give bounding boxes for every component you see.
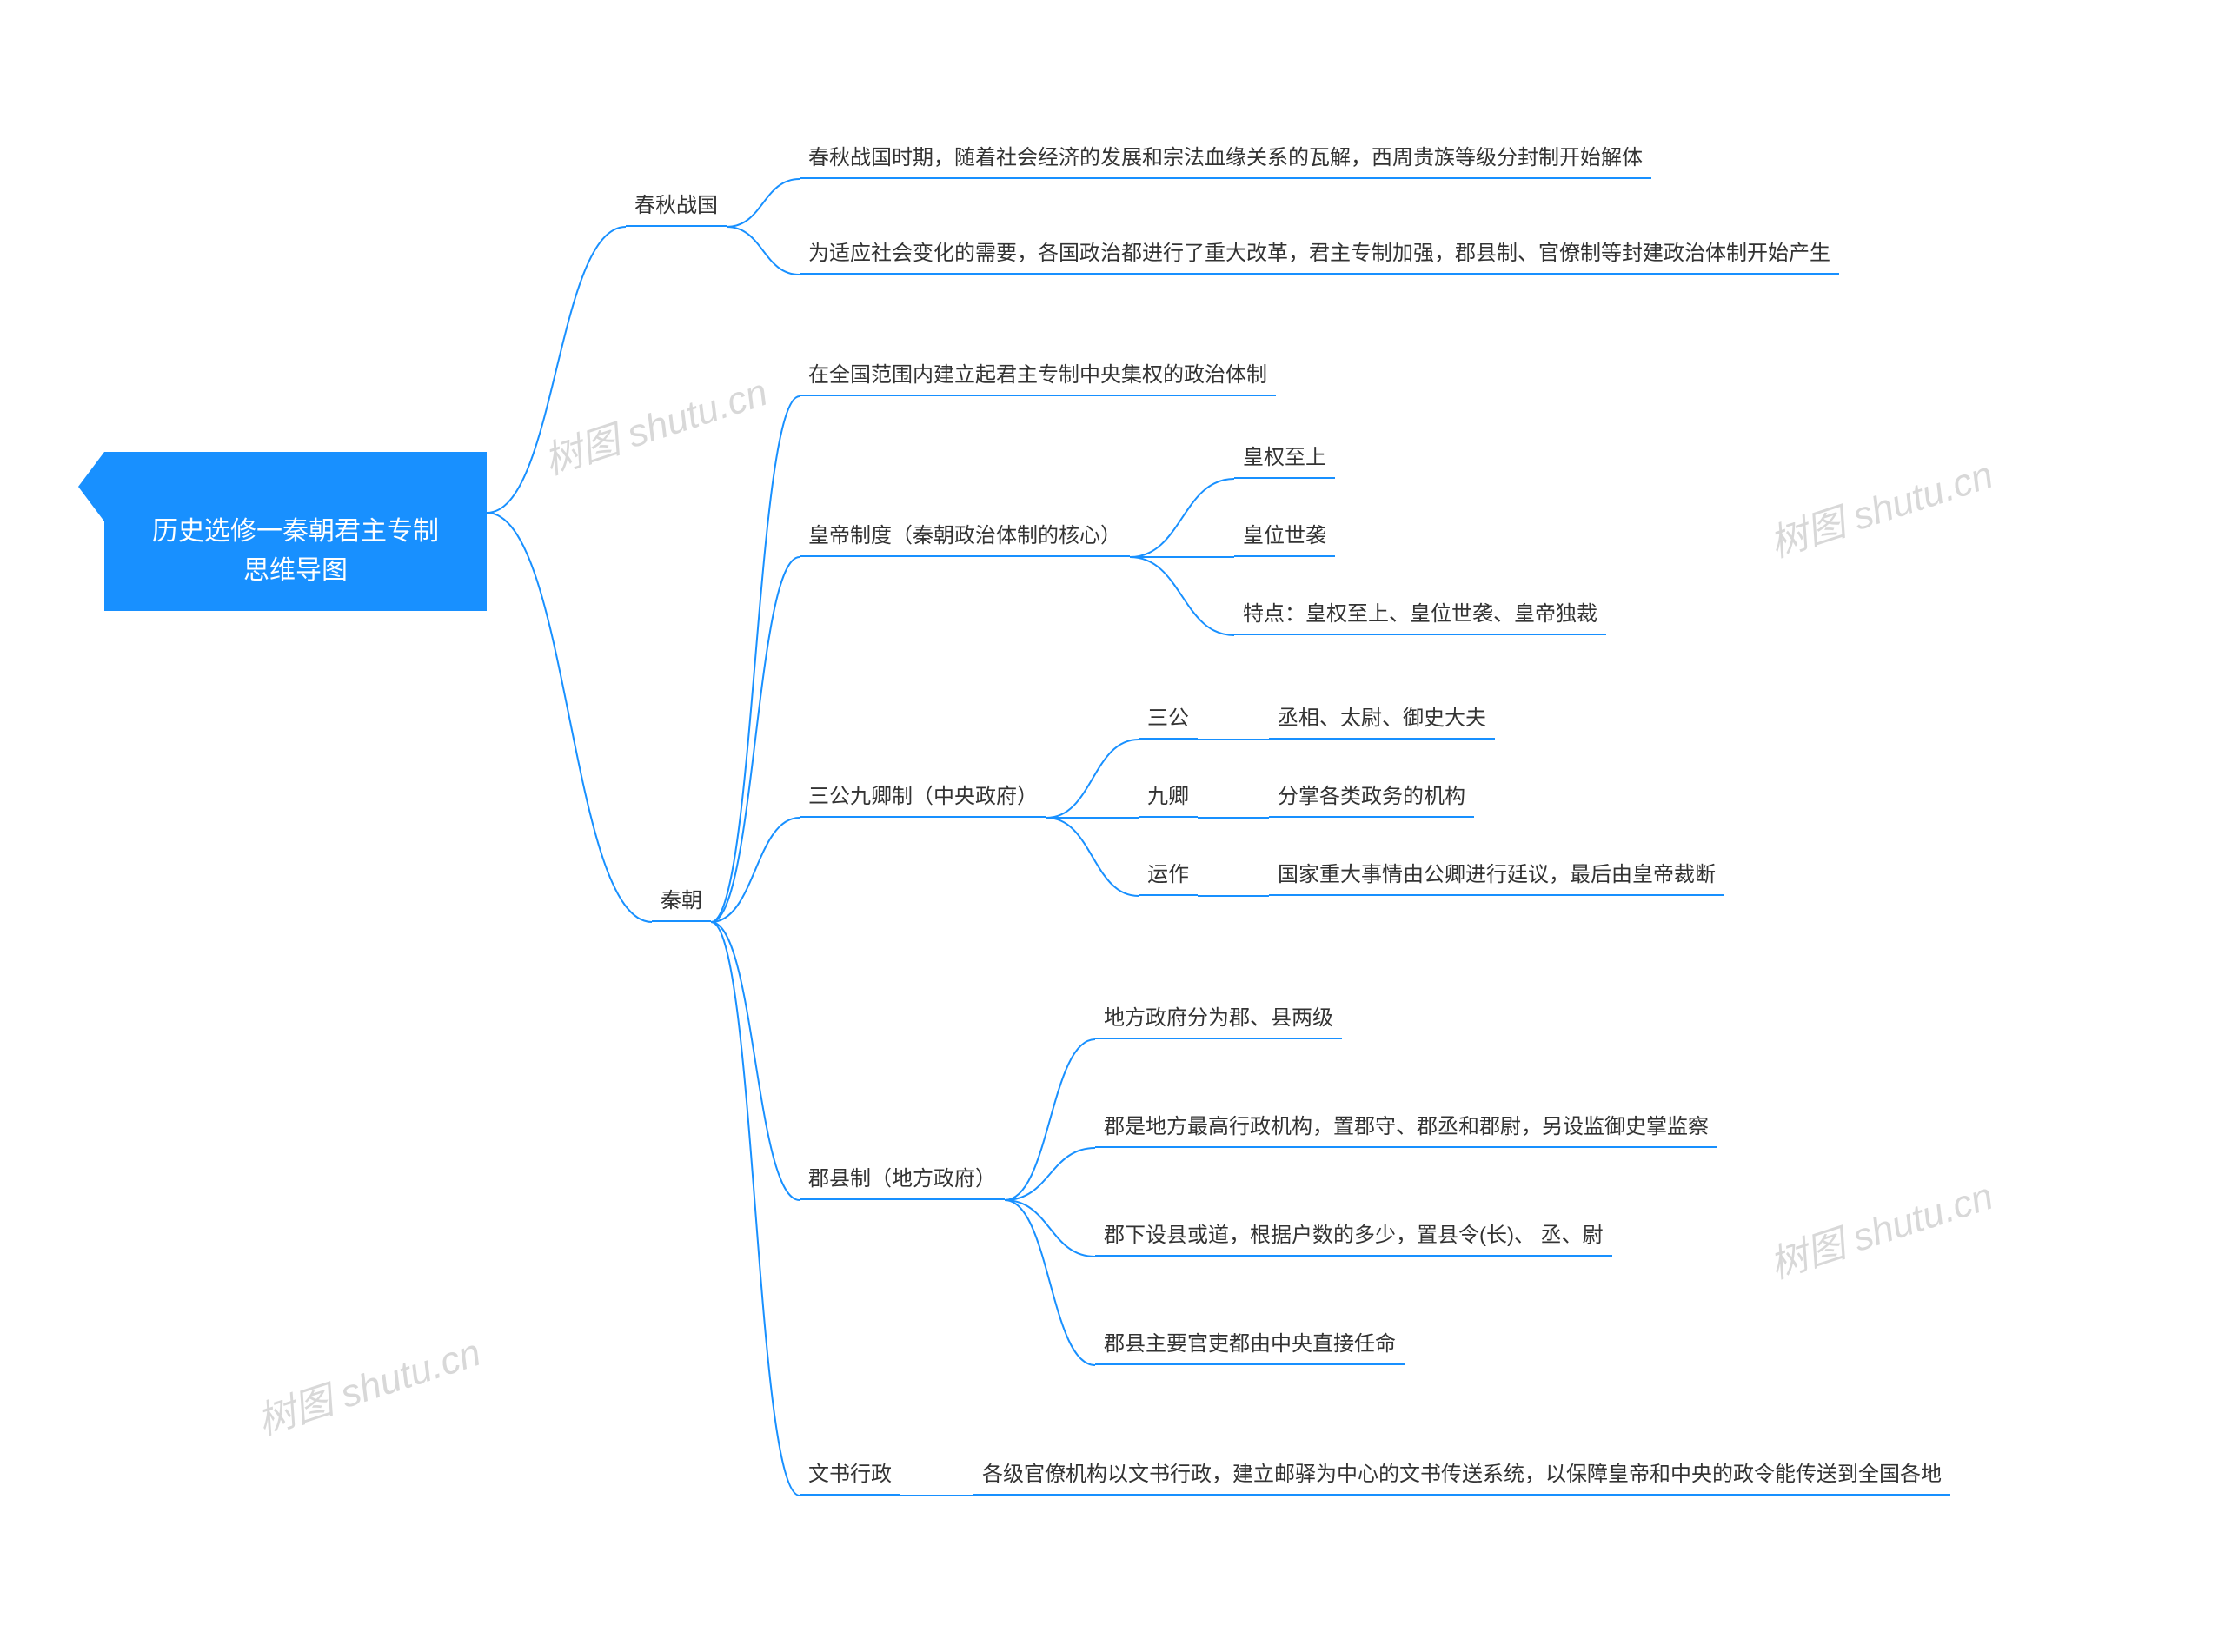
node-n2b1: 皇权至上	[1234, 435, 1335, 479]
edge	[1046, 740, 1139, 818]
node-n2a: 在全国范围内建立起君主专制中央集权的政治体制	[800, 352, 1276, 396]
node-n2e1: 各级官僚机构以文书行政，建立邮驿为中心的文书传送系统，以保障皇帝和中央的政令能传…	[973, 1451, 1950, 1496]
edge	[1130, 479, 1234, 557]
edge	[711, 818, 800, 922]
watermark: 树图 shutu.cn	[536, 361, 774, 485]
node-n2e: 文书行政	[800, 1451, 900, 1496]
node-label: 皇权至上	[1243, 446, 1326, 469]
node-n1b: 为适应社会变化的需要，各国政治都进行了重大改革，君主专制加强，郡县制、官僚制等封…	[800, 230, 1839, 275]
node-n1: 春秋战国	[626, 182, 727, 227]
node-n2d4: 郡县主要官吏都由中央直接任命	[1095, 1321, 1405, 1365]
node-n2b2: 皇位世袭	[1234, 513, 1335, 557]
node-label: 九卿	[1147, 785, 1189, 808]
edge	[711, 557, 800, 922]
node-label: 皇位世袭	[1243, 524, 1326, 547]
edge	[727, 227, 800, 275]
node-label: 特点：皇权至上、皇位世袭、皇帝独裁	[1243, 602, 1597, 626]
edge	[1005, 1148, 1095, 1200]
edge	[487, 227, 626, 513]
node-n2c1a: 丞相、太尉、御史大夫	[1269, 695, 1495, 740]
node-label: 在全国范围内建立起君主专制中央集权的政治体制	[808, 363, 1267, 387]
node-label: 国家重大事情由公卿进行廷议，最后由皇帝裁断	[1278, 863, 1716, 886]
node-label: 地方政府分为郡、县两级	[1104, 1006, 1333, 1030]
edge	[487, 513, 652, 922]
edge	[1005, 1039, 1095, 1200]
node-label: 郡县制（地方政府）	[808, 1167, 996, 1191]
node-label: 丞相、太尉、御史大夫	[1278, 707, 1486, 730]
node-label: 三公	[1147, 707, 1189, 730]
root-node: 历史选修一秦朝君主专制 思维导图	[104, 452, 487, 611]
edge	[1005, 1200, 1095, 1257]
node-label: 文书行政	[808, 1463, 892, 1486]
node-n2: 秦朝	[652, 878, 711, 922]
watermark: 树图 shutu.cn	[1762, 443, 1999, 567]
node-label: 郡下设县或道，根据户数的多少，置县令(长)、 丞、尉	[1104, 1224, 1604, 1247]
node-label: 郡是地方最高行政机构，置郡守、郡丞和郡尉，另设监御史掌监察	[1104, 1115, 1709, 1138]
node-label: 皇帝制度（秦朝政治体制的核心）	[808, 524, 1121, 547]
edge	[1005, 1200, 1095, 1365]
node-label: 秦朝	[661, 889, 702, 912]
node-label: 运作	[1147, 863, 1189, 886]
node-label: 春秋战国	[634, 194, 718, 217]
node-label: 郡县主要官吏都由中央直接任命	[1104, 1332, 1396, 1356]
node-n2c3: 运作	[1139, 852, 1198, 896]
node-n2c: 三公九卿制（中央政府）	[800, 773, 1046, 818]
node-n1a: 春秋战国时期，随着社会经济的发展和宗法血缘关系的瓦解，西周贵族等级分封制开始解体	[800, 135, 1651, 179]
edge	[727, 179, 800, 227]
node-label: 为适应社会变化的需要，各国政治都进行了重大改革，君主专制加强，郡县制、官僚制等封…	[808, 242, 1830, 265]
watermark: 树图 shutu.cn	[249, 1321, 487, 1445]
node-n2d3: 郡下设县或道，根据户数的多少，置县令(长)、 丞、尉	[1095, 1212, 1612, 1257]
root-label: 历史选修一秦朝君主专制 思维导图	[152, 517, 439, 585]
edge	[1130, 557, 1234, 635]
node-n2c2a: 分掌各类政务的机构	[1269, 773, 1474, 818]
edge	[711, 396, 800, 922]
node-n2d2: 郡是地方最高行政机构，置郡守、郡丞和郡尉，另设监御史掌监察	[1095, 1104, 1717, 1148]
node-label: 分掌各类政务的机构	[1278, 785, 1465, 808]
node-label: 春秋战国时期，随着社会经济的发展和宗法血缘关系的瓦解，西周贵族等级分封制开始解体	[808, 146, 1643, 169]
edge	[711, 922, 800, 1496]
node-label: 三公九卿制（中央政府）	[808, 785, 1038, 808]
node-label: 各级官僚机构以文书行政，建立邮驿为中心的文书传送系统，以保障皇帝和中央的政令能传…	[982, 1463, 1942, 1486]
node-n2b3: 特点：皇权至上、皇位世袭、皇帝独裁	[1234, 591, 1606, 635]
edge	[711, 922, 800, 1200]
node-n2d1: 地方政府分为郡、县两级	[1095, 995, 1342, 1039]
edge	[1046, 818, 1139, 896]
node-n2d: 郡县制（地方政府）	[800, 1156, 1005, 1200]
watermark: 树图 shutu.cn	[1762, 1164, 1999, 1289]
node-n2b: 皇帝制度（秦朝政治体制的核心）	[800, 513, 1130, 557]
node-n2c2: 九卿	[1139, 773, 1198, 818]
node-n2c1: 三公	[1139, 695, 1198, 740]
node-n2c3a: 国家重大事情由公卿进行廷议，最后由皇帝裁断	[1269, 852, 1724, 896]
